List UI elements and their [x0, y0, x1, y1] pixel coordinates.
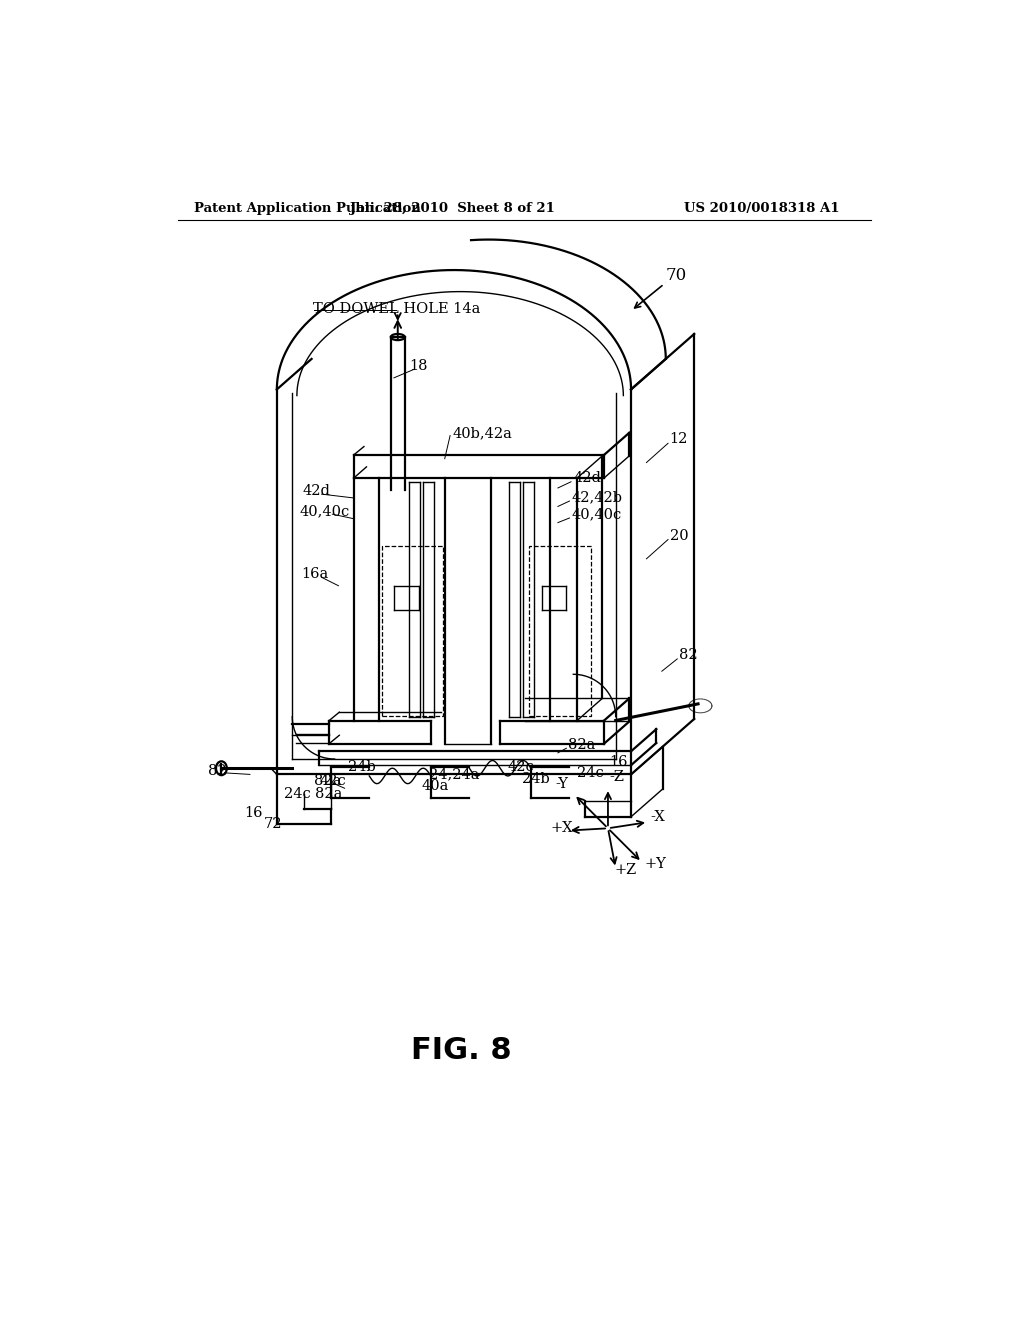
Text: Jan. 28, 2010  Sheet 8 of 21: Jan. 28, 2010 Sheet 8 of 21 — [350, 202, 555, 215]
Text: 42d: 42d — [302, 484, 330, 498]
Text: 16: 16 — [609, 755, 628, 770]
Text: 42,42b: 42,42b — [571, 490, 622, 504]
Bar — [529, 546, 591, 715]
Text: 82: 82 — [208, 763, 226, 777]
Text: TO DOWEL HOLE 14a: TO DOWEL HOLE 14a — [313, 301, 480, 315]
Text: 82a: 82a — [315, 787, 343, 801]
Text: Patent Application Publication: Patent Application Publication — [194, 202, 421, 215]
Text: 82a: 82a — [568, 738, 595, 752]
Text: +Y: +Y — [645, 858, 667, 871]
Text: 40,40c: 40,40c — [300, 504, 350, 517]
Text: 24c: 24c — [578, 766, 604, 780]
Text: 16a: 16a — [301, 568, 329, 581]
Text: 24,24a: 24,24a — [429, 767, 480, 781]
Text: 24c: 24c — [284, 787, 310, 801]
Text: 12: 12 — [670, 433, 688, 446]
Ellipse shape — [216, 762, 226, 775]
Text: 42c: 42c — [508, 760, 535, 774]
Text: +X: +X — [551, 821, 573, 836]
Text: 72: 72 — [264, 817, 283, 832]
Text: 82: 82 — [679, 648, 697, 663]
Text: -Y: -Y — [555, 777, 568, 791]
Text: 18: 18 — [410, 359, 428, 374]
Text: FIG. 8: FIG. 8 — [412, 1036, 512, 1064]
Text: US 2010/0018318 A1: US 2010/0018318 A1 — [684, 202, 840, 215]
Text: 16: 16 — [245, 807, 263, 820]
Text: 42c: 42c — [319, 774, 346, 788]
Text: 24b: 24b — [348, 760, 376, 774]
Text: 40a: 40a — [422, 779, 449, 793]
Text: 70: 70 — [666, 267, 687, 284]
Text: -X: -X — [650, 809, 665, 824]
Text: +Z: +Z — [614, 863, 636, 878]
Text: 82a: 82a — [313, 774, 341, 788]
Text: 40b,42a: 40b,42a — [453, 426, 512, 441]
Text: 20: 20 — [670, 529, 688, 543]
Text: -Z: -Z — [609, 770, 625, 784]
Text: 24b: 24b — [521, 772, 550, 785]
Text: 40,40c: 40,40c — [571, 507, 622, 521]
Text: 42d: 42d — [573, 471, 601, 484]
Ellipse shape — [391, 334, 404, 341]
Bar — [382, 546, 443, 715]
